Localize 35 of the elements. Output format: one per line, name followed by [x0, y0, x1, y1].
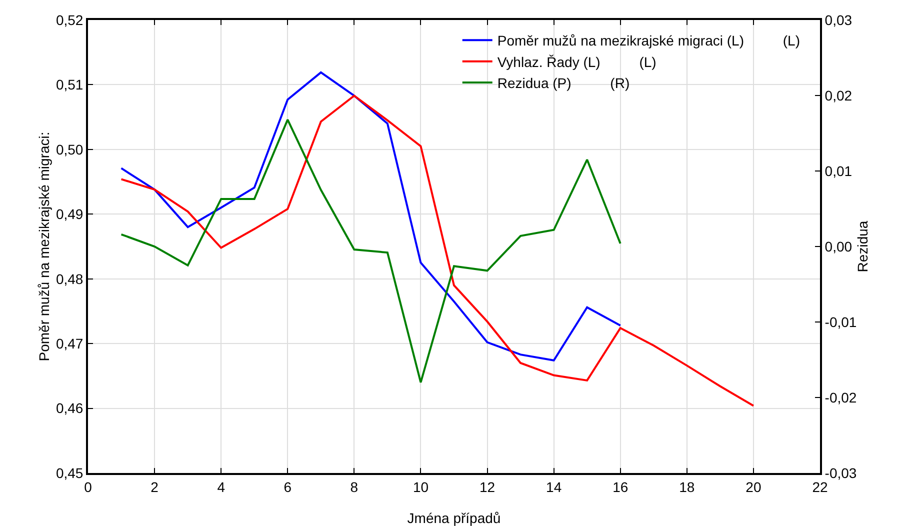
line-series	[120, 118, 622, 384]
x-tick-label: 20	[746, 478, 762, 495]
y-axis-title: Poměr mužů na mezikrajské migraci:	[36, 132, 52, 362]
y-tick-label: 0,49	[56, 206, 84, 222]
y-tick-label: 0,46	[56, 400, 84, 416]
x-tick-label: 12	[479, 478, 496, 495]
x-tick-label: 2	[150, 478, 159, 495]
line-series	[120, 94, 754, 407]
x-tick-label: 16	[612, 478, 628, 495]
y2-tick-label: 0,03	[824, 12, 852, 28]
x-tick-label: 0	[84, 478, 92, 495]
legend-label: Rezidua (P) (R)	[497, 74, 630, 91]
legend-label: Poměr mužů na mezikrajské migraci (L) (L)	[497, 32, 800, 49]
x-tick-label: 4	[217, 478, 226, 495]
y-tick-label: 0,52	[56, 12, 84, 28]
y-tick-label: 0,45	[56, 464, 84, 481]
x-tick-label: 8	[350, 478, 358, 495]
y2-tick-label: -0,03	[824, 464, 857, 481]
y-tick-label: 0,47	[56, 335, 84, 352]
x-tick-label: 22	[812, 478, 828, 495]
legend-label: Vyhlaz. Řady (L) (L)	[497, 54, 656, 70]
y-tick-label: 0,50	[56, 141, 84, 158]
y-tick-label: 0,48	[56, 270, 84, 287]
x-tick-label: 18	[679, 478, 695, 495]
y2-axis-title: Rezidua	[854, 220, 870, 272]
x-tick-label: 10	[412, 478, 429, 495]
y2-tick-label: -0,02	[824, 389, 857, 406]
x-tick-label: 14	[546, 478, 562, 495]
y2-tick-label: 0,01	[824, 162, 852, 179]
y2-tick-label: -0,01	[824, 314, 857, 330]
y2-tick-label: 0,02	[824, 87, 852, 104]
y2-tick-label: 0,00	[824, 238, 852, 254]
x-axis-title: Jména případů	[407, 510, 501, 526]
y-tick-label: 0,51	[56, 76, 84, 93]
x-tick-label: 6	[284, 478, 292, 495]
